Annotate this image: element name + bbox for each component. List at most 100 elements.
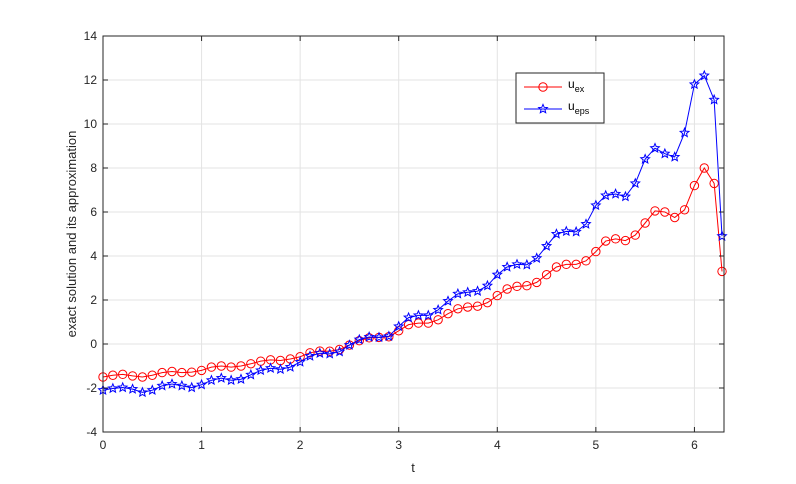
- data-point-ex: [236, 361, 246, 371]
- data-point-eps: [698, 69, 710, 81]
- data-point-ex: [423, 318, 433, 328]
- data-point-ex: [157, 367, 167, 378]
- data-point-ex: [187, 367, 197, 377]
- data-point-eps: [314, 347, 326, 359]
- data-point-eps: [649, 142, 661, 153]
- data-point-ex: [216, 361, 226, 371]
- data-point-eps: [560, 225, 572, 237]
- y-tick-label: 14: [84, 29, 98, 43]
- data-point-ex: [591, 246, 601, 257]
- data-point-eps: [590, 199, 602, 211]
- data-point-eps: [205, 374, 218, 386]
- data-point-ex: [709, 178, 719, 189]
- data-point-ex: [453, 304, 463, 314]
- data-point-ex: [354, 336, 364, 346]
- data-point-eps: [333, 345, 346, 357]
- data-point-ex: [472, 301, 483, 311]
- data-point-ex: [413, 318, 424, 328]
- y-tick-label: 4: [90, 249, 97, 263]
- data-point-eps: [491, 268, 503, 280]
- data-point-eps: [235, 373, 247, 384]
- data-point-eps: [264, 362, 277, 373]
- data-point-ex: [118, 369, 128, 380]
- data-point-ex: [630, 230, 640, 240]
- data-point-eps: [136, 386, 149, 398]
- data-point-eps: [452, 287, 464, 299]
- data-point-ex: [492, 290, 502, 301]
- data-point-ex: [717, 266, 727, 277]
- data-point-eps: [669, 151, 681, 162]
- plot-area: [103, 36, 724, 432]
- data-point-ex: [443, 308, 453, 319]
- data-point-ex: [433, 315, 443, 325]
- data-point-eps: [156, 379, 168, 391]
- data-point-eps: [716, 230, 728, 241]
- data-point-eps: [629, 177, 641, 189]
- data-point-eps: [511, 258, 523, 270]
- data-point-eps: [471, 285, 484, 296]
- data-point-eps: [688, 78, 701, 90]
- data-point-eps: [402, 311, 415, 323]
- data-point-ex: [551, 262, 562, 272]
- data-point-eps: [708, 93, 720, 105]
- series-eps: [97, 69, 728, 398]
- data-point-eps: [393, 320, 405, 332]
- data-point-ex: [522, 281, 532, 291]
- data-point-ex: [206, 362, 217, 372]
- data-point-ex: [305, 348, 315, 358]
- series-layer: [97, 69, 728, 398]
- data-point-eps: [412, 309, 425, 321]
- data-point-ex: [512, 281, 522, 292]
- legend-box: [515, 72, 605, 124]
- data-point-eps: [117, 381, 129, 393]
- data-point-eps: [107, 382, 119, 394]
- data-point-ex: [650, 206, 660, 216]
- data-point-ex: [167, 366, 177, 377]
- data-point-ex: [660, 207, 670, 217]
- data-point-eps: [570, 225, 582, 237]
- data-point-eps: [126, 383, 139, 394]
- y-tick-label: 12: [84, 73, 98, 87]
- data-point-eps: [639, 153, 651, 164]
- x-axis-label: t: [411, 460, 415, 475]
- legend-entry-ex: uex: [568, 77, 585, 94]
- data-point-eps: [324, 347, 336, 359]
- data-point-ex: [295, 352, 305, 362]
- data-point-eps: [146, 384, 158, 395]
- data-point-ex: [137, 372, 148, 382]
- data-point-ex: [246, 359, 256, 369]
- x-tick-label: 1: [198, 438, 205, 452]
- legend-marker-eps: [537, 103, 549, 114]
- x-tick-label: 2: [297, 438, 304, 452]
- data-point-eps: [363, 331, 375, 342]
- data-point-eps: [225, 374, 237, 386]
- data-point-eps: [432, 303, 444, 315]
- data-point-eps: [550, 228, 563, 239]
- x-tick-label: 4: [494, 438, 501, 452]
- data-point-eps: [176, 379, 188, 391]
- data-point-eps: [343, 339, 356, 350]
- y-tick-label: 8: [90, 161, 97, 175]
- legend-marker-ex: [538, 82, 548, 92]
- data-point-eps: [540, 240, 553, 251]
- data-point-eps: [215, 372, 227, 383]
- y-tick-label: 2: [90, 293, 97, 307]
- legend-entry-eps: ueps: [568, 99, 590, 116]
- data-point-eps: [619, 190, 632, 202]
- y-tick-label: -2: [86, 381, 97, 395]
- data-point-eps: [580, 218, 592, 229]
- data-point-eps: [609, 188, 622, 199]
- data-point-ex: [177, 367, 187, 378]
- x-tick-label: 6: [691, 438, 698, 452]
- y-tick-label: -4: [86, 425, 97, 439]
- x-tick-label: 3: [395, 438, 402, 452]
- data-point-ex: [196, 365, 207, 376]
- y-tick-label: 6: [90, 205, 97, 219]
- data-point-ex: [108, 370, 118, 380]
- y-tick-label: 10: [84, 117, 98, 131]
- data-point-ex: [601, 236, 611, 246]
- data-point-eps: [462, 286, 474, 298]
- data-point-eps: [294, 356, 306, 367]
